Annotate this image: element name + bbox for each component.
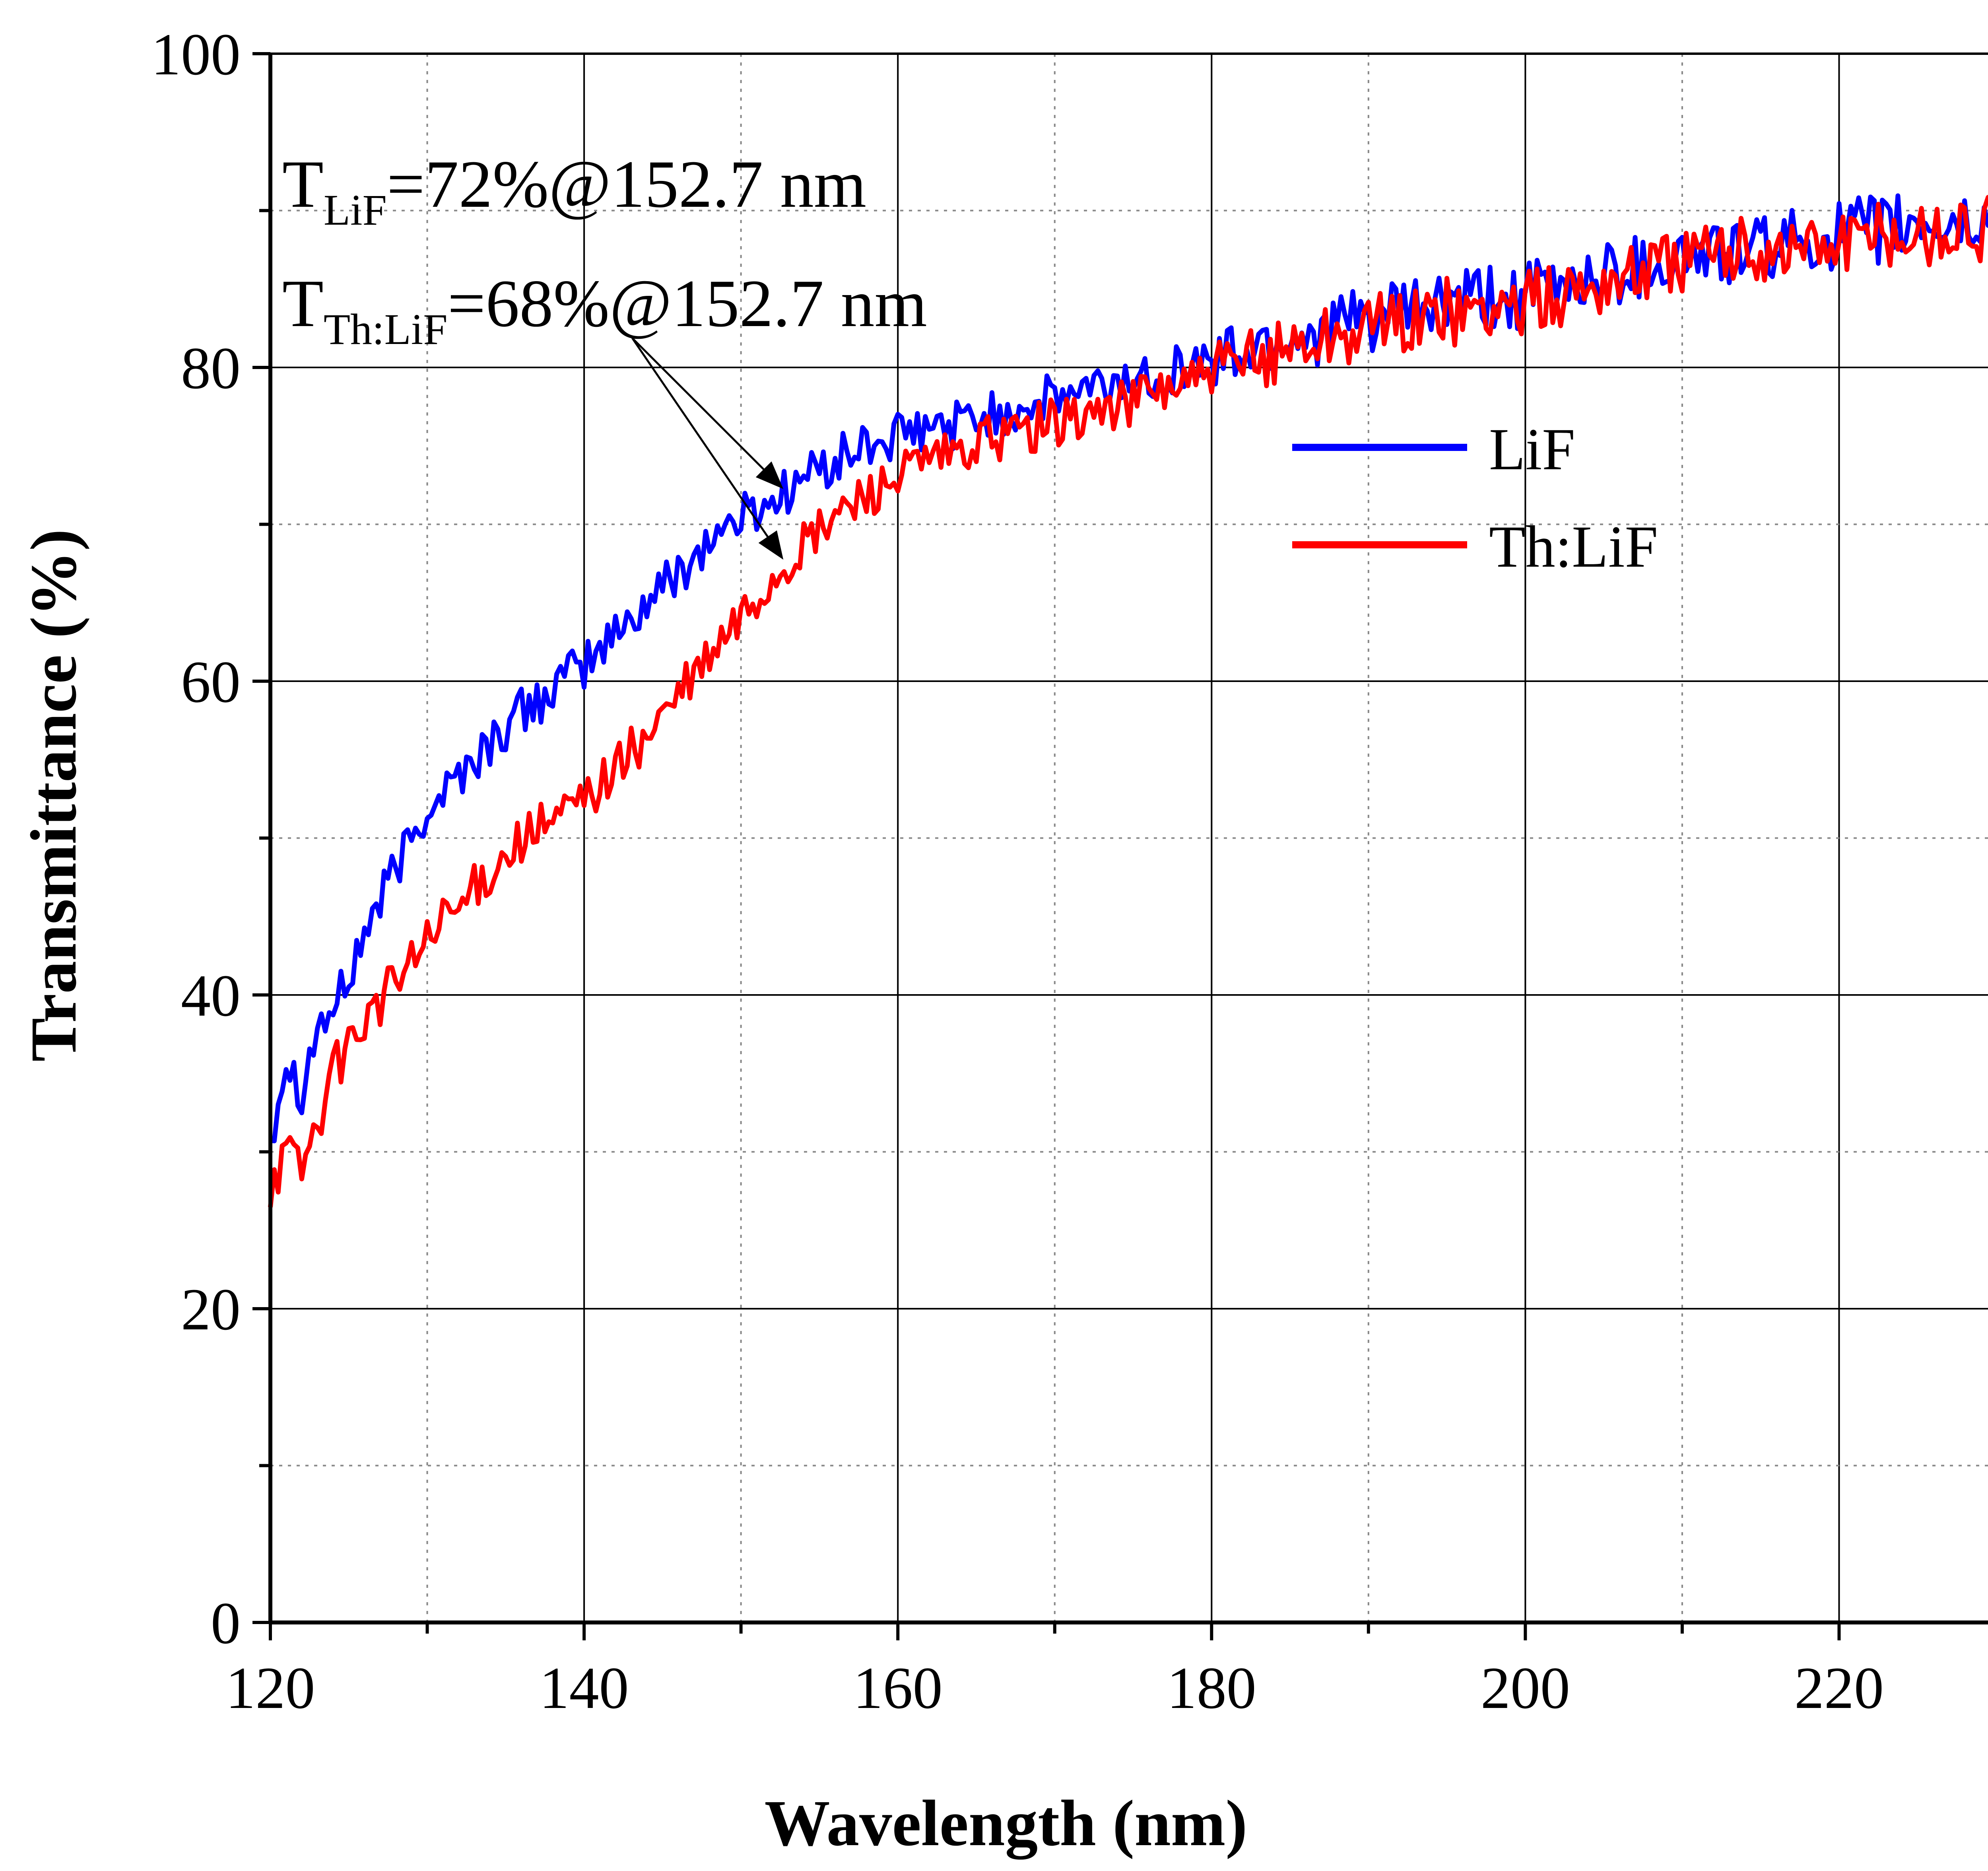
legend-label-thlif: Th:LiF bbox=[1489, 514, 1658, 580]
annotation-arrow-head bbox=[758, 530, 784, 560]
legend-label-lif: LiF bbox=[1489, 416, 1575, 482]
annotation-arrow-head bbox=[755, 461, 784, 489]
annotation-thlif-rest: =68%@152.7 nm bbox=[448, 266, 927, 341]
annotation-thlif: TTh:LiF=68%@152.7 nm bbox=[282, 266, 927, 354]
series-layer bbox=[268, 193, 1988, 1208]
y-tick-label: 40 bbox=[181, 963, 241, 1029]
y-tick-label: 60 bbox=[181, 649, 241, 715]
annotation-arrow-shaft bbox=[631, 337, 769, 537]
x-tick-label: 220 bbox=[1794, 1655, 1884, 1721]
x-axis-title: Wavelength (nm) bbox=[765, 1787, 1248, 1860]
y-axis-title: Transmittance (%) bbox=[17, 529, 90, 1062]
annotation-lif-sub: LiF bbox=[324, 186, 387, 234]
annotation-arrows bbox=[631, 337, 784, 560]
x-tick-label: 120 bbox=[226, 1655, 315, 1721]
legend: LiF Th:LiF bbox=[1292, 416, 1658, 580]
ticks: 120 140 160 180 200 220 0 20 40 60 80 100 bbox=[151, 21, 1884, 1721]
x-tick-label: 180 bbox=[1167, 1655, 1256, 1721]
annotation-lif-rest: =72%@152.7 nm bbox=[387, 147, 866, 221]
annotation-lif: TLiF=72%@152.7 nm bbox=[282, 147, 866, 234]
x-tick-label: 200 bbox=[1481, 1655, 1570, 1721]
y-tick-label: 0 bbox=[211, 1590, 241, 1656]
y-tick-label: 80 bbox=[181, 335, 241, 401]
x-tick-label: 160 bbox=[853, 1655, 943, 1721]
y-tick-label: 20 bbox=[181, 1276, 241, 1343]
series-line-thlif bbox=[268, 195, 1988, 1208]
annotation-arrow-shaft bbox=[631, 337, 765, 470]
annotation-thlif-main: T bbox=[282, 266, 324, 341]
x-tick-label: 140 bbox=[540, 1655, 629, 1721]
annotation-lif-main: T bbox=[282, 147, 324, 221]
y-tick-label: 100 bbox=[151, 21, 241, 87]
annotation-thlif-sub: Th:LiF bbox=[324, 305, 448, 354]
